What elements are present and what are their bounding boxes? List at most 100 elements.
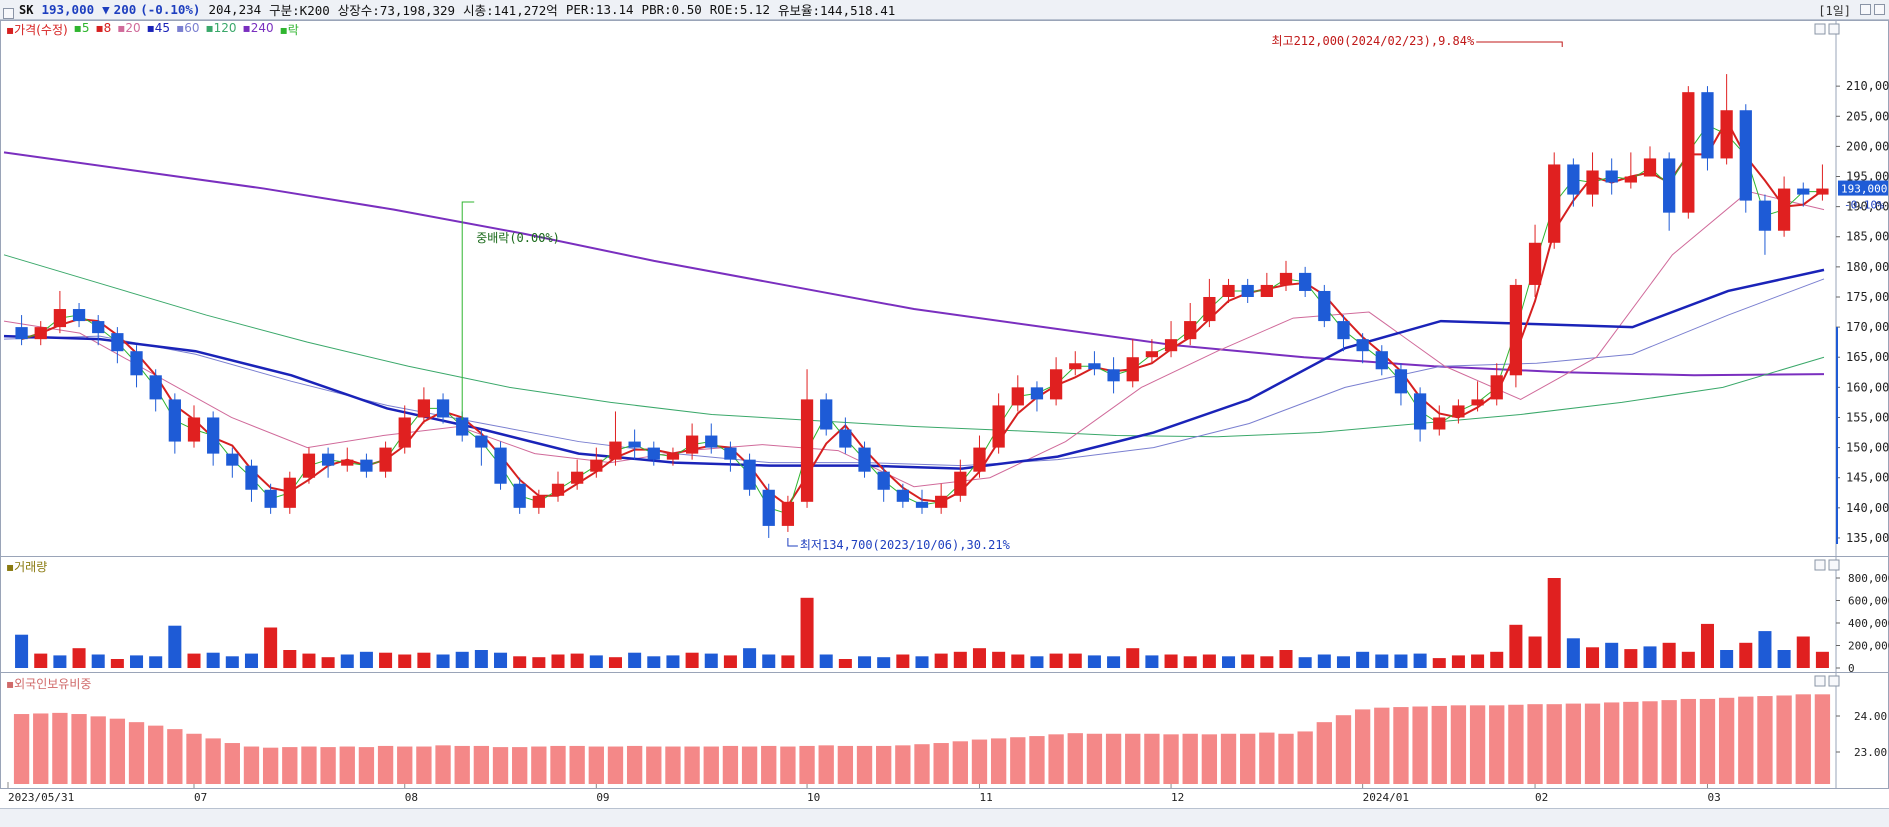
y-tick-label: 155,000	[1846, 410, 1889, 424]
x-tick-label: 02	[1535, 791, 1548, 804]
x-tick-label: 2023/05/31	[8, 791, 74, 804]
candle	[571, 471, 584, 484]
x-tick-label: 03	[1707, 791, 1720, 804]
volume-bar	[858, 656, 872, 668]
volume-bar	[34, 653, 48, 668]
volume-bar	[685, 652, 699, 668]
foreign-bar	[224, 743, 240, 784]
candle	[92, 321, 105, 334]
volume-bar	[608, 657, 622, 668]
volume-bar	[1471, 654, 1485, 668]
foreign-bar	[1795, 694, 1811, 784]
panel-menu-icon[interactable]	[3, 8, 14, 19]
legend-ma240[interactable]: ▪240	[242, 21, 274, 35]
foreign-bar	[607, 746, 624, 784]
volume-bar	[15, 634, 29, 668]
foreign-bar	[1105, 733, 1122, 784]
candle	[1452, 405, 1465, 418]
foreign-bar	[933, 743, 949, 784]
legend-ma20[interactable]: ▪20	[117, 21, 141, 35]
period-selector[interactable]: [1일]	[1818, 4, 1851, 18]
close-icon[interactable]	[1874, 4, 1885, 15]
legend-lak[interactable]: ▪락	[279, 23, 299, 37]
panel-maximize-icon	[1814, 675, 1826, 687]
volume-bar	[1432, 658, 1446, 668]
foreign-bar	[1086, 733, 1103, 784]
volume-bar	[762, 654, 776, 668]
volume-bar	[1279, 650, 1293, 668]
foreign-bar	[282, 747, 298, 784]
minimize-icon[interactable]	[1860, 4, 1871, 15]
volume-tick-label: 0	[1848, 662, 1855, 675]
foreign-bar	[550, 745, 566, 784]
y-tick-label: 165,000	[1846, 350, 1889, 364]
candle	[53, 309, 67, 328]
volume-bar	[1356, 651, 1370, 668]
legend-ma5[interactable]: ▪5	[73, 21, 90, 35]
foreign-bar	[1278, 733, 1294, 784]
candle	[1682, 92, 1695, 213]
candle	[283, 477, 296, 508]
candle	[436, 399, 450, 418]
candle	[456, 417, 469, 436]
foreign-bar	[492, 747, 509, 784]
y-tick-label: 210,000	[1846, 79, 1889, 93]
candle	[417, 399, 431, 418]
low-annotation: 최저134,700(2023/10/06),30.21%	[800, 538, 1011, 552]
y-tick-label: 180,000	[1846, 260, 1889, 274]
candle	[15, 327, 28, 340]
candle	[494, 447, 507, 484]
foreign-bar	[1757, 696, 1773, 784]
foreign-tick-label: 24.00	[1854, 710, 1887, 723]
candle	[762, 489, 775, 526]
ma20-line	[3, 191, 1825, 488]
foreign-bar	[1163, 734, 1179, 784]
candle	[1509, 284, 1523, 376]
candle	[1203, 296, 1216, 322]
foreign-bar	[684, 746, 700, 784]
candle	[1567, 164, 1580, 195]
legend-price[interactable]: ▪가격(수정)	[6, 23, 68, 37]
y-tick-label: 195,000	[1846, 170, 1889, 184]
foreign-bar	[71, 714, 87, 784]
candle	[1241, 284, 1254, 297]
legend-ma120[interactable]: ▪120	[205, 21, 237, 35]
volume-bar	[1107, 656, 1121, 668]
candle	[647, 447, 660, 460]
panel-close-icon	[1828, 675, 1840, 687]
candle	[1586, 170, 1599, 195]
volume-bar	[972, 648, 986, 668]
volume-bar	[1126, 648, 1140, 668]
foreign-bar	[703, 746, 719, 784]
volume-bar	[1720, 650, 1734, 668]
panel-maximize-icon	[1814, 23, 1826, 35]
volume-bar	[723, 655, 737, 668]
market-class: 구분:K200	[269, 3, 330, 18]
candle	[130, 351, 143, 376]
volume-bar	[398, 654, 412, 668]
candle	[992, 405, 1005, 448]
legend-ma60[interactable]: ▪60	[176, 21, 200, 35]
legend-ma8[interactable]: ▪8	[95, 21, 112, 35]
volume-bar	[1700, 623, 1714, 668]
candle	[1643, 158, 1657, 177]
foreign-bar	[952, 741, 968, 784]
info-bar: SK 193,000 ▼ 200 (-0.10%) 204,234 구분:K20…	[0, 0, 1889, 20]
candle	[264, 489, 277, 508]
volume-bar	[1509, 624, 1523, 668]
foreign-bar	[799, 745, 815, 784]
candle	[1605, 170, 1618, 183]
volume-bar	[149, 656, 163, 668]
candle	[1528, 242, 1542, 285]
panel-close-icon	[1828, 559, 1840, 571]
volume-bar	[474, 650, 488, 668]
y-tick-label: 190,000	[1846, 200, 1889, 214]
candle	[532, 495, 545, 508]
dividend-marker	[461, 201, 475, 420]
volume-bar	[1566, 638, 1580, 668]
volume-bar	[1413, 653, 1427, 668]
x-tick-label: 09	[596, 791, 609, 804]
volume-bar	[628, 652, 642, 668]
legend-ma45[interactable]: ▪45	[146, 21, 171, 35]
